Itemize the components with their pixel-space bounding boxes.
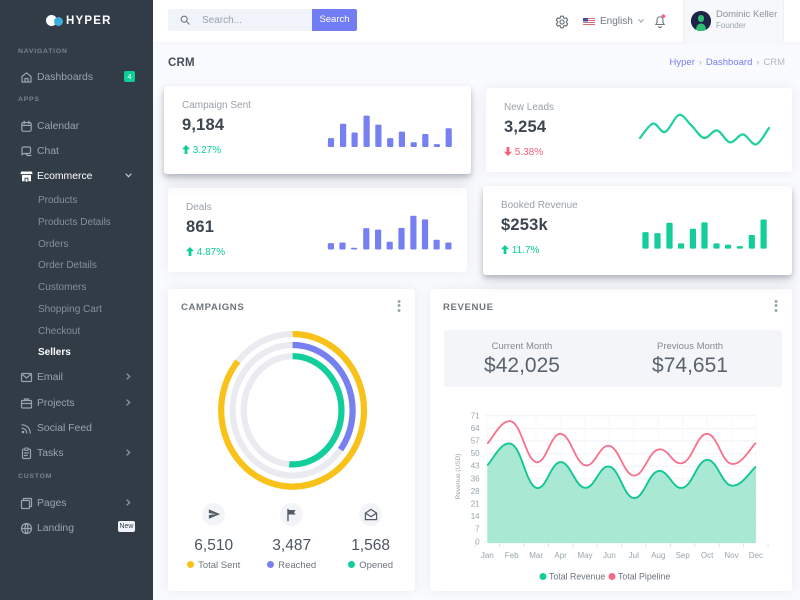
svg-text:Sep: Sep — [676, 550, 691, 559]
svg-text:7: 7 — [475, 524, 480, 533]
svg-text:21: 21 — [471, 499, 480, 508]
svg-text:Jan: Jan — [481, 550, 494, 559]
svg-text:57: 57 — [471, 436, 480, 445]
svg-text:Total Revenue: Total Revenue — [549, 571, 605, 581]
svg-text:Nov: Nov — [724, 550, 738, 559]
svg-text:43: 43 — [471, 461, 480, 470]
svg-text:Apr: Apr — [554, 550, 567, 559]
svg-text:Jun: Jun — [603, 550, 616, 559]
svg-text:Aug: Aug — [651, 550, 665, 559]
svg-text:Dec: Dec — [749, 550, 763, 559]
svg-text:Revenue (USD): Revenue (USD) — [455, 453, 462, 499]
svg-text:50: 50 — [471, 449, 480, 458]
svg-text:Oct: Oct — [701, 550, 714, 559]
svg-text:May: May — [577, 550, 592, 559]
svg-text:36: 36 — [471, 474, 480, 483]
svg-text:0: 0 — [475, 537, 480, 546]
svg-text:Mar: Mar — [529, 550, 543, 559]
svg-text:71: 71 — [471, 411, 480, 420]
svg-text:64: 64 — [471, 423, 480, 432]
svg-text:Jul: Jul — [629, 550, 639, 559]
svg-text:28: 28 — [471, 486, 480, 495]
svg-text:14: 14 — [471, 512, 480, 521]
svg-text:Total Pipeline: Total Pipeline — [618, 571, 670, 581]
svg-text:Feb: Feb — [505, 550, 519, 559]
